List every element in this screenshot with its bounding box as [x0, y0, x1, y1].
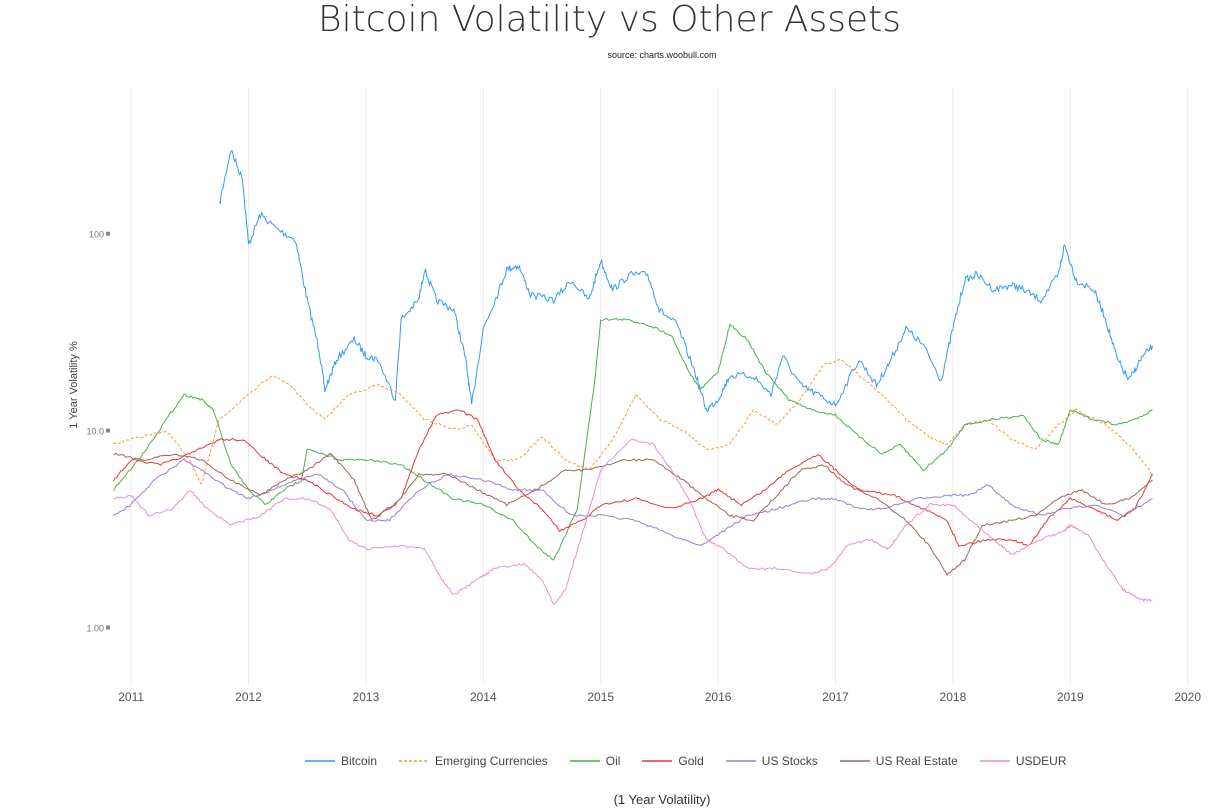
y-tick-mark	[106, 231, 110, 236]
x-tick-label: 2017	[822, 690, 849, 704]
series-line-usdeur	[113, 438, 1153, 605]
x-axis: 2011 2012 2013 2014 2015 2016 2017 2018 2019 2020	[118, 690, 1201, 704]
y-axis: 1.00 10.0 100	[86, 230, 110, 633]
legend-swatch	[305, 760, 335, 762]
legend-swatch	[642, 760, 673, 762]
legend-item-us-stocks[interactable]: US Stocks	[725, 754, 818, 768]
x-tick-label: 2011	[118, 690, 144, 704]
legend-label: Gold	[678, 754, 704, 768]
series-line-us-stocks	[113, 458, 1153, 546]
legend: Bitcoin Emerging Currencies Oil Gold US Stoc…	[305, 754, 1089, 768]
chart-subtitle: source: charts.woobull.com	[607, 50, 717, 60]
series-line-bitcoin	[218, 149, 1153, 413]
series-line-gold	[113, 409, 1153, 548]
legend-swatch	[399, 760, 430, 762]
y-tick-label: 10.0	[86, 427, 104, 437]
series-lines	[113, 149, 1153, 605]
legend-swatch	[569, 760, 600, 762]
x-tick-label: 2020	[1174, 690, 1201, 704]
legend-label: Oil	[605, 754, 621, 768]
x-axis-title: (1 Year Volatility)	[613, 792, 711, 807]
y-tick-mark	[106, 428, 110, 433]
legend-label: Emerging Currencies	[435, 754, 548, 768]
x-tick-label: 2016	[705, 690, 732, 704]
legend-item-bitcoin[interactable]: Bitcoin	[305, 754, 377, 768]
x-tick-label: 2014	[470, 690, 497, 704]
x-tick-label: 2019	[1057, 690, 1084, 704]
x-tick-label: 2013	[353, 690, 380, 704]
grid-lines	[130, 88, 1189, 685]
y-tick-label: 100	[89, 230, 104, 240]
legend-item-us-real-estate[interactable]: US Real Estate	[839, 754, 958, 768]
legend-swatch	[839, 760, 870, 762]
series-line-us-real-estate	[113, 452, 1153, 577]
chart-plot: 1.00 10.0 100 2011 2012 2013 2014 2015 2016 2017…	[68, 88, 1201, 704]
x-tick-label: 2018	[940, 690, 967, 704]
chart-title: Bitcoin Volatility vs Other Assets	[318, 0, 901, 40]
legend-label: US Stocks	[761, 754, 818, 768]
legend-label: USDEUR	[1015, 754, 1067, 768]
legend-swatch	[725, 760, 756, 762]
x-tick-label: 2012	[235, 690, 262, 704]
legend-item-usdeur[interactable]: USDEUR	[979, 754, 1067, 768]
legend-label: US Real Estate	[875, 754, 958, 768]
legend-item-oil[interactable]: Oil	[569, 754, 621, 768]
x-tick-label: 2015	[587, 690, 614, 704]
legend-item-emerging-currencies[interactable]: Emerging Currencies	[399, 754, 548, 768]
y-axis-title: 1 Year Volatility %	[68, 341, 80, 429]
y-tick-mark	[106, 625, 110, 630]
series-line-emerging-currencies	[113, 358, 1153, 485]
y-tick-label: 1.00	[86, 623, 104, 633]
legend-item-gold[interactable]: Gold	[642, 754, 704, 768]
series-line-oil	[113, 317, 1153, 561]
legend-swatch	[979, 760, 1010, 762]
legend-label: Bitcoin	[341, 754, 378, 768]
